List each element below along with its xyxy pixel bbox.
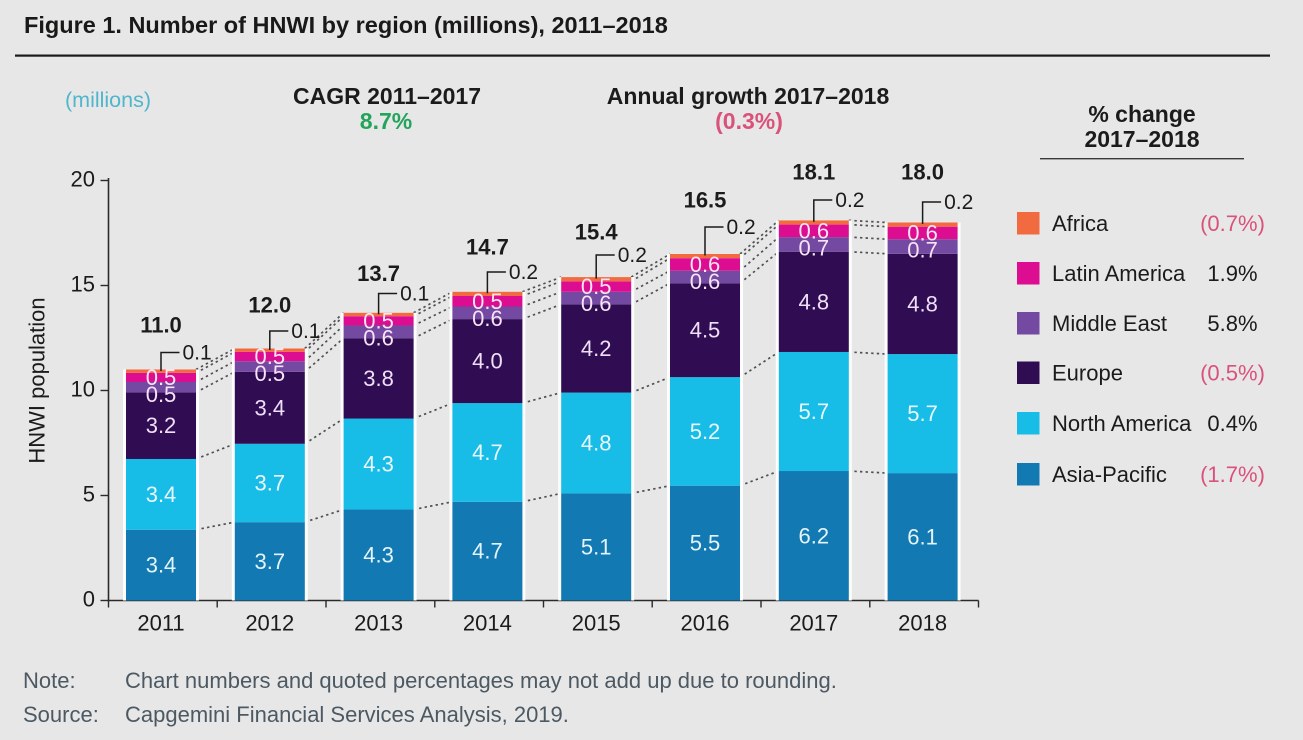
svg-text:5.5: 5.5 bbox=[690, 531, 721, 556]
svg-text:3.7: 3.7 bbox=[255, 549, 286, 574]
svg-text:0.7: 0.7 bbox=[799, 235, 830, 260]
svg-text:2013: 2013 bbox=[354, 611, 403, 636]
svg-text:2018: 2018 bbox=[898, 611, 947, 636]
svg-text:Chart numbers and quoted perce: Chart numbers and quoted percentages may… bbox=[125, 668, 837, 693]
svg-text:4.8: 4.8 bbox=[581, 431, 612, 456]
svg-text:Europe: Europe bbox=[1052, 361, 1123, 386]
svg-text:Figure 1. Number of HNWI by re: Figure 1. Number of HNWI by region (mill… bbox=[24, 12, 668, 38]
svg-text:4.3: 4.3 bbox=[363, 543, 394, 568]
svg-text:Middle East: Middle East bbox=[1052, 311, 1167, 336]
svg-text:0.6: 0.6 bbox=[690, 269, 721, 294]
svg-text:0.5: 0.5 bbox=[255, 361, 286, 386]
svg-text:18.0: 18.0 bbox=[901, 160, 944, 185]
svg-text:(0.5%): (0.5%) bbox=[1200, 361, 1265, 386]
svg-text:2017: 2017 bbox=[789, 611, 838, 636]
svg-text:2011: 2011 bbox=[137, 611, 184, 636]
svg-text:2014: 2014 bbox=[463, 611, 512, 636]
svg-text:3.7: 3.7 bbox=[255, 471, 286, 496]
svg-text:% change: % change bbox=[1088, 101, 1195, 127]
svg-text:3.2: 3.2 bbox=[146, 413, 177, 438]
svg-text:5.8%: 5.8% bbox=[1207, 311, 1257, 336]
svg-text:4.8: 4.8 bbox=[907, 291, 938, 316]
svg-text:2017–2018: 2017–2018 bbox=[1084, 126, 1199, 152]
svg-text:Asia-Pacific: Asia-Pacific bbox=[1052, 462, 1167, 487]
svg-text:0.1: 0.1 bbox=[400, 283, 429, 306]
svg-text:16.5: 16.5 bbox=[684, 188, 727, 213]
svg-text:20: 20 bbox=[71, 167, 95, 192]
svg-text:Africa: Africa bbox=[1052, 211, 1109, 236]
svg-text:4.7: 4.7 bbox=[472, 440, 503, 465]
svg-text:(millions): (millions) bbox=[65, 88, 151, 112]
svg-text:0.4%: 0.4% bbox=[1207, 411, 1257, 436]
svg-text:5.2: 5.2 bbox=[690, 419, 721, 444]
svg-text:2012: 2012 bbox=[245, 611, 294, 636]
svg-text:1.9%: 1.9% bbox=[1207, 261, 1257, 286]
svg-text:Capgemini Financial Services A: Capgemini Financial Services Analysis, 2… bbox=[125, 702, 569, 727]
svg-text:0.2: 0.2 bbox=[835, 189, 864, 212]
svg-text:5.7: 5.7 bbox=[799, 399, 830, 424]
svg-text:0: 0 bbox=[83, 587, 95, 612]
svg-text:4.8: 4.8 bbox=[799, 289, 830, 314]
svg-text:(0.3%): (0.3%) bbox=[715, 108, 783, 134]
svg-text:North America: North America bbox=[1052, 411, 1192, 436]
svg-text:10: 10 bbox=[71, 377, 95, 402]
svg-text:0.1: 0.1 bbox=[291, 320, 320, 343]
svg-text:0.5: 0.5 bbox=[146, 382, 177, 407]
svg-text:15: 15 bbox=[71, 272, 95, 297]
svg-text:Source:: Source: bbox=[23, 702, 99, 727]
svg-text:(1.7%): (1.7%) bbox=[1200, 462, 1265, 487]
svg-text:14.7: 14.7 bbox=[466, 235, 509, 260]
svg-text:4.5: 4.5 bbox=[690, 318, 721, 343]
svg-text:0.6: 0.6 bbox=[799, 218, 830, 243]
svg-text:6.2: 6.2 bbox=[799, 523, 830, 548]
svg-text:18.1: 18.1 bbox=[792, 160, 835, 185]
svg-text:HNWI population: HNWI population bbox=[25, 297, 50, 463]
svg-text:13.7: 13.7 bbox=[357, 261, 400, 286]
svg-text:0.6: 0.6 bbox=[690, 252, 721, 277]
svg-text:8.7%: 8.7% bbox=[360, 108, 412, 134]
svg-text:3.4: 3.4 bbox=[146, 482, 177, 507]
svg-text:0.7: 0.7 bbox=[907, 237, 938, 262]
svg-text:3.8: 3.8 bbox=[363, 366, 394, 391]
svg-text:Note:: Note: bbox=[23, 668, 76, 693]
svg-text:0.6: 0.6 bbox=[907, 220, 938, 245]
svg-text:12.0: 12.0 bbox=[248, 293, 291, 318]
svg-text:0.6: 0.6 bbox=[472, 306, 503, 331]
svg-text:4.7: 4.7 bbox=[472, 539, 503, 564]
svg-text:0.6: 0.6 bbox=[363, 325, 394, 350]
svg-text:3.4: 3.4 bbox=[146, 553, 177, 578]
svg-text:0.2: 0.2 bbox=[944, 191, 973, 214]
svg-text:2015: 2015 bbox=[572, 611, 621, 636]
svg-text:Latin America: Latin America bbox=[1052, 261, 1186, 286]
svg-text:0.6: 0.6 bbox=[581, 291, 612, 316]
svg-text:15.4: 15.4 bbox=[575, 220, 619, 245]
svg-text:(0.7%): (0.7%) bbox=[1200, 211, 1265, 236]
svg-text:5: 5 bbox=[83, 482, 95, 507]
svg-text:11.0: 11.0 bbox=[140, 313, 182, 338]
svg-text:4.2: 4.2 bbox=[581, 336, 612, 361]
svg-text:3.4: 3.4 bbox=[255, 395, 286, 420]
svg-text:4.0: 4.0 bbox=[472, 349, 503, 374]
svg-text:2016: 2016 bbox=[681, 611, 730, 636]
svg-text:Annual growth 2017–2018: Annual growth 2017–2018 bbox=[607, 83, 890, 109]
svg-text:0.2: 0.2 bbox=[727, 216, 756, 239]
svg-text:0.1: 0.1 bbox=[183, 342, 212, 365]
svg-text:CAGR 2011–2017: CAGR 2011–2017 bbox=[293, 83, 481, 109]
svg-text:0.2: 0.2 bbox=[509, 261, 538, 284]
svg-text:5.1: 5.1 bbox=[581, 535, 612, 560]
svg-text:4.3: 4.3 bbox=[363, 452, 394, 477]
svg-text:0.2: 0.2 bbox=[618, 244, 647, 267]
svg-text:6.1: 6.1 bbox=[907, 524, 938, 549]
svg-text:5.7: 5.7 bbox=[907, 401, 938, 426]
